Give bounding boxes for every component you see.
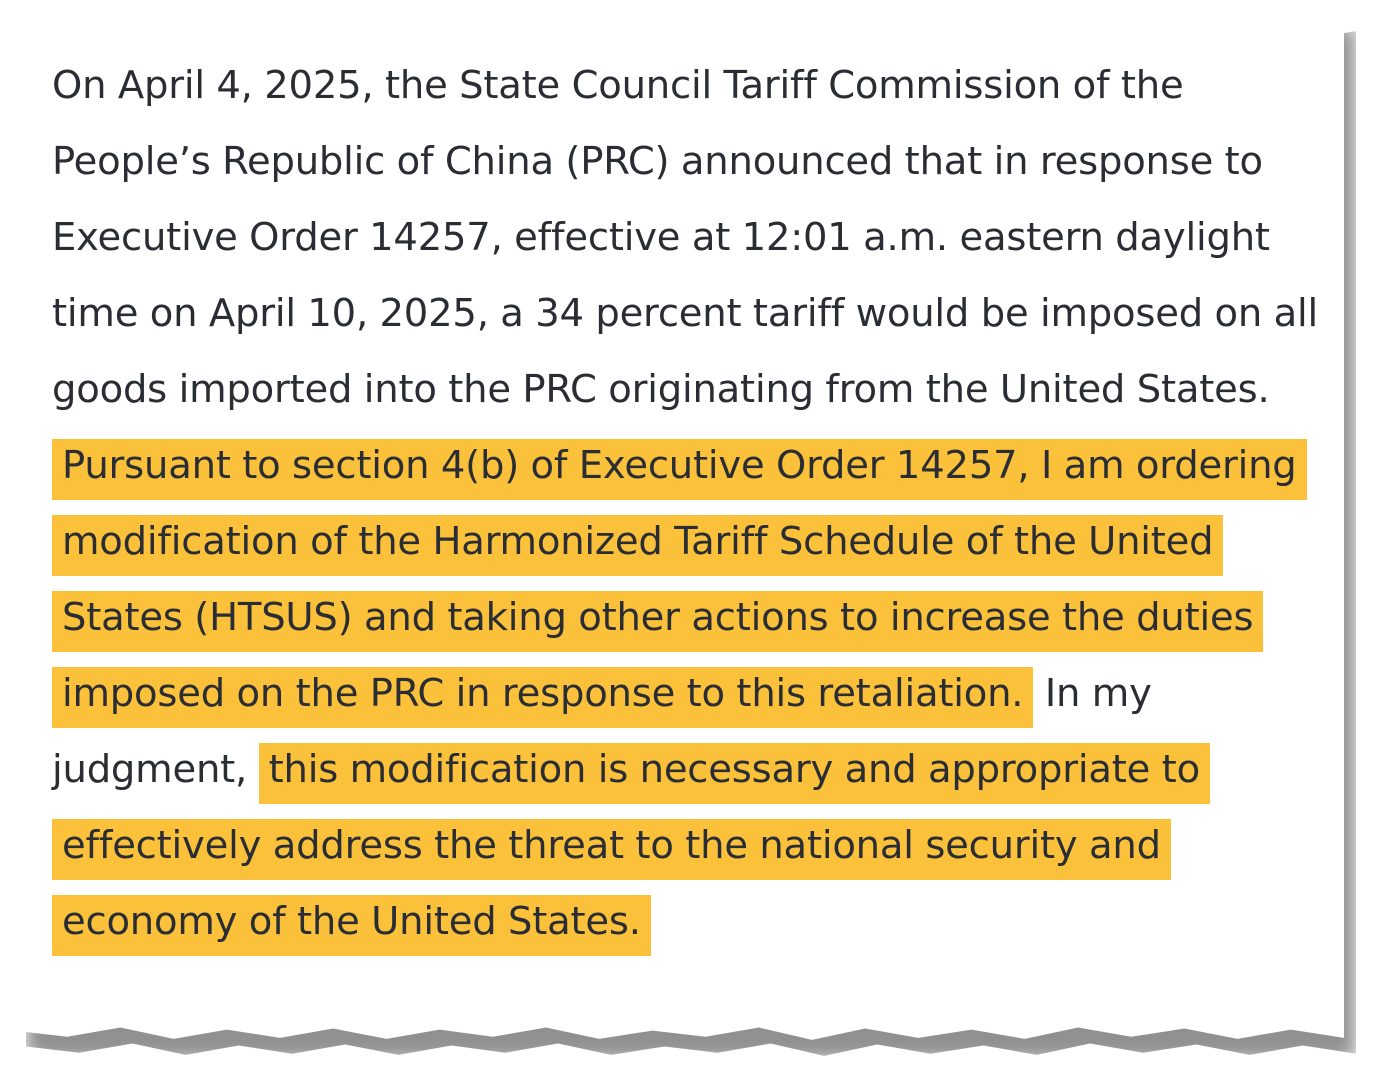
excerpt-text-judgment: In my judgment, <box>52 671 1152 792</box>
document-excerpt: On April 4, 2025, the State Council Tari… <box>52 48 1327 960</box>
torn-paper-clipping: On April 4, 2025, the State Council Tari… <box>14 18 1344 1040</box>
excerpt-text-intro: On April 4, 2025, the State Council Tari… <box>52 63 1318 412</box>
